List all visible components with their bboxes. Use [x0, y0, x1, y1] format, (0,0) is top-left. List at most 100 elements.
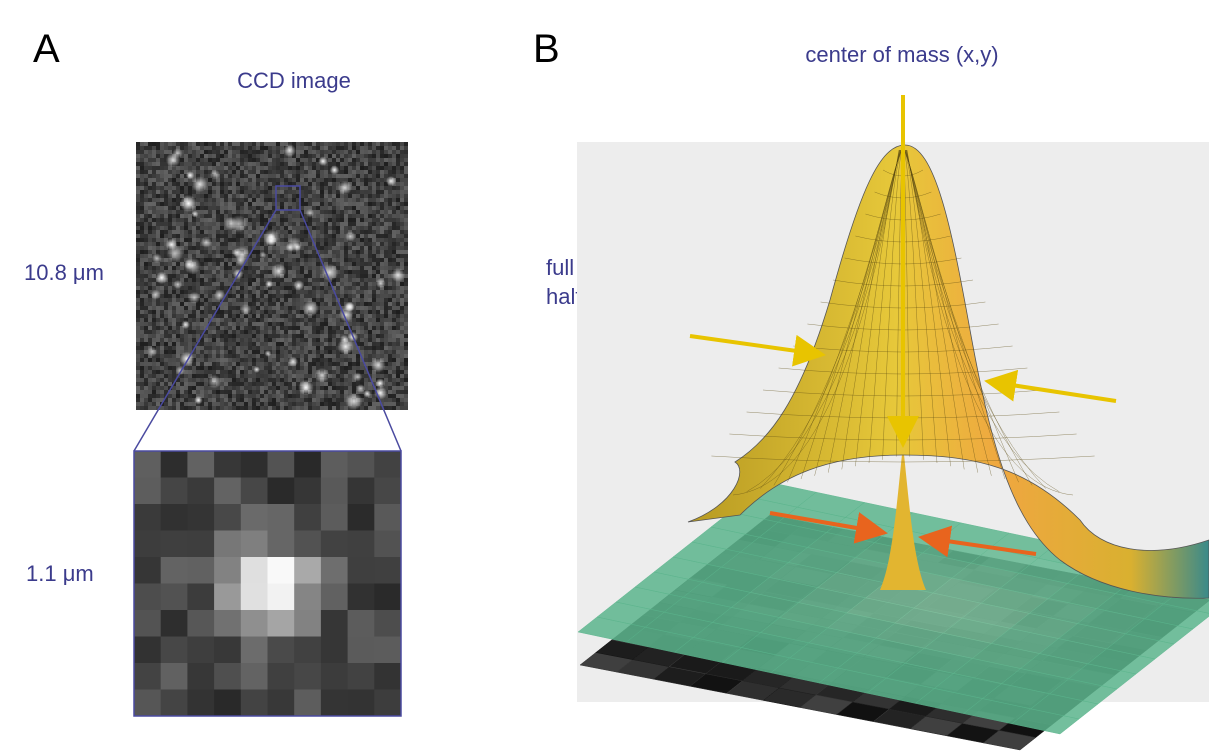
noise: [204, 298, 208, 302]
noise: [232, 242, 236, 246]
noise: [288, 298, 292, 302]
noise: [328, 194, 332, 198]
noise: [384, 142, 388, 146]
noise: [364, 170, 368, 174]
annotation: center of mass (x,y): [805, 42, 998, 67]
noise: [216, 366, 220, 370]
noise: [252, 226, 256, 230]
noise: [312, 146, 316, 150]
noise: [252, 362, 256, 366]
noise: [284, 286, 288, 290]
noise: [140, 170, 144, 174]
noise: [164, 206, 168, 210]
pixel: [321, 478, 348, 505]
noise: [364, 178, 368, 182]
noise: [260, 226, 264, 230]
noise: [276, 346, 280, 350]
noise: [364, 326, 368, 330]
noise: [316, 166, 320, 170]
noise: [196, 374, 200, 378]
noise: [376, 262, 380, 266]
noise: [352, 210, 356, 214]
noise: [304, 246, 308, 250]
noise: [400, 250, 404, 254]
noise: [356, 246, 360, 250]
noise: [144, 402, 148, 406]
noise: [348, 178, 352, 182]
noise: [176, 322, 180, 326]
noise: [268, 142, 272, 146]
noise: [160, 150, 164, 154]
noise: [172, 354, 176, 358]
noise: [240, 334, 244, 338]
noise: [384, 194, 388, 198]
noise: [364, 254, 368, 258]
pixel: [294, 531, 321, 558]
noise: [336, 154, 340, 158]
noise: [396, 154, 400, 158]
noise: [348, 274, 352, 278]
noise: [380, 346, 384, 350]
noise: [304, 318, 308, 322]
noise: [400, 198, 404, 202]
noise: [308, 262, 312, 266]
noise: [264, 206, 268, 210]
noise: [172, 290, 176, 294]
star: [165, 239, 177, 251]
noise: [340, 374, 344, 378]
noise: [364, 146, 368, 150]
noise: [200, 386, 204, 390]
noise: [284, 370, 288, 374]
noise: [356, 266, 360, 270]
noise: [224, 214, 228, 218]
noise: [300, 342, 304, 346]
noise: [324, 350, 328, 354]
noise: [228, 354, 232, 358]
noise: [172, 398, 176, 402]
noise: [276, 142, 280, 146]
noise: [184, 182, 188, 186]
noise: [328, 322, 332, 326]
noise: [260, 274, 264, 278]
noise: [360, 190, 364, 194]
noise: [240, 366, 244, 370]
noise: [188, 386, 192, 390]
noise: [360, 338, 364, 342]
noise: [260, 170, 264, 174]
noise: [364, 222, 368, 226]
noise: [272, 166, 276, 170]
noise: [244, 298, 248, 302]
noise: [208, 142, 212, 146]
noise: [324, 178, 328, 182]
noise: [392, 334, 396, 338]
noise: [276, 154, 280, 158]
pixel: [187, 451, 214, 478]
noise: [212, 346, 216, 350]
noise: [396, 202, 400, 206]
noise: [332, 406, 336, 410]
noise: [404, 350, 408, 354]
star: [293, 280, 304, 291]
noise: [292, 406, 296, 410]
noise: [384, 146, 388, 150]
noise: [356, 290, 360, 294]
noise: [180, 294, 184, 298]
noise: [248, 166, 252, 170]
noise: [320, 170, 324, 174]
noise: [164, 350, 168, 354]
noise: [164, 150, 168, 154]
noise: [388, 338, 392, 342]
noise: [400, 166, 404, 170]
noise: [328, 310, 332, 314]
noise: [400, 246, 404, 250]
noise: [140, 142, 144, 146]
noise: [228, 370, 232, 374]
noise: [244, 278, 248, 282]
noise: [392, 390, 396, 394]
noise: [348, 242, 352, 246]
noise: [192, 246, 196, 250]
noise: [400, 142, 404, 146]
noise: [252, 210, 256, 214]
noise: [396, 150, 400, 154]
noise: [320, 182, 324, 186]
